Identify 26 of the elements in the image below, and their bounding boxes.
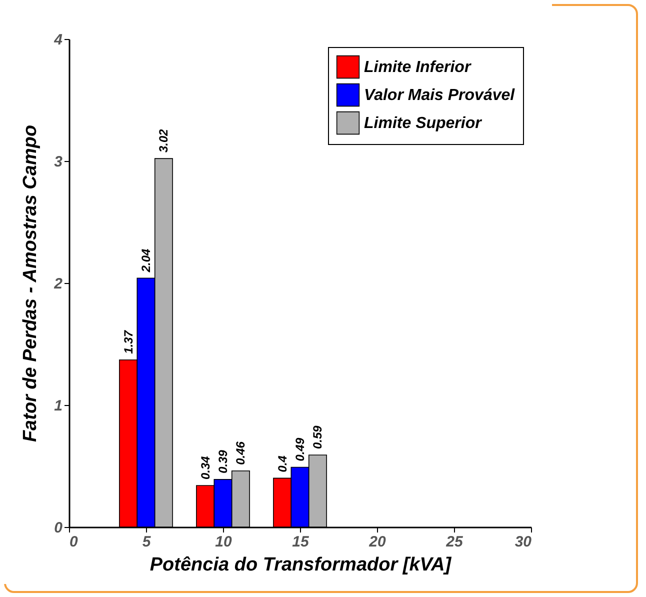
legend-label: Limite Inferior	[364, 59, 472, 76]
data-label: 2.04	[139, 248, 153, 274]
data-label: 0.49	[293, 438, 307, 462]
data-label: 0.59	[310, 425, 325, 450]
x-axis-title: Potência do Transformador [kVA]	[150, 554, 452, 576]
x-tick-label: 5	[142, 534, 152, 550]
x-tick-label: 10	[215, 534, 232, 550]
data-label: 0.39	[216, 450, 230, 474]
legend-label: Limite Superior	[364, 115, 482, 132]
data-label: 1.37	[121, 329, 136, 354]
y-tick-label: 4	[53, 32, 64, 48]
y-tick-label: 2	[53, 276, 64, 292]
x-tick-label: 30	[514, 534, 532, 550]
x-tick-label: 25	[445, 534, 464, 550]
data-label: 0.46	[234, 441, 248, 465]
legend-label: Valor Mais Provável	[364, 87, 516, 104]
y-tick-label: 3	[54, 154, 64, 170]
y-tick-label: 1	[54, 398, 62, 414]
x-tick-label: 20	[368, 534, 386, 550]
x-tick-label: 0	[70, 534, 78, 550]
x-tick-label: 15	[292, 534, 310, 550]
y-axis-title: Fator de Perdas - Amostras Campo	[20, 124, 42, 442]
y-tick-label: 0	[54, 520, 64, 536]
data-label: 0.4	[275, 455, 290, 472]
data-label: 0.34	[198, 456, 212, 480]
data-label: 3.02	[156, 128, 171, 153]
